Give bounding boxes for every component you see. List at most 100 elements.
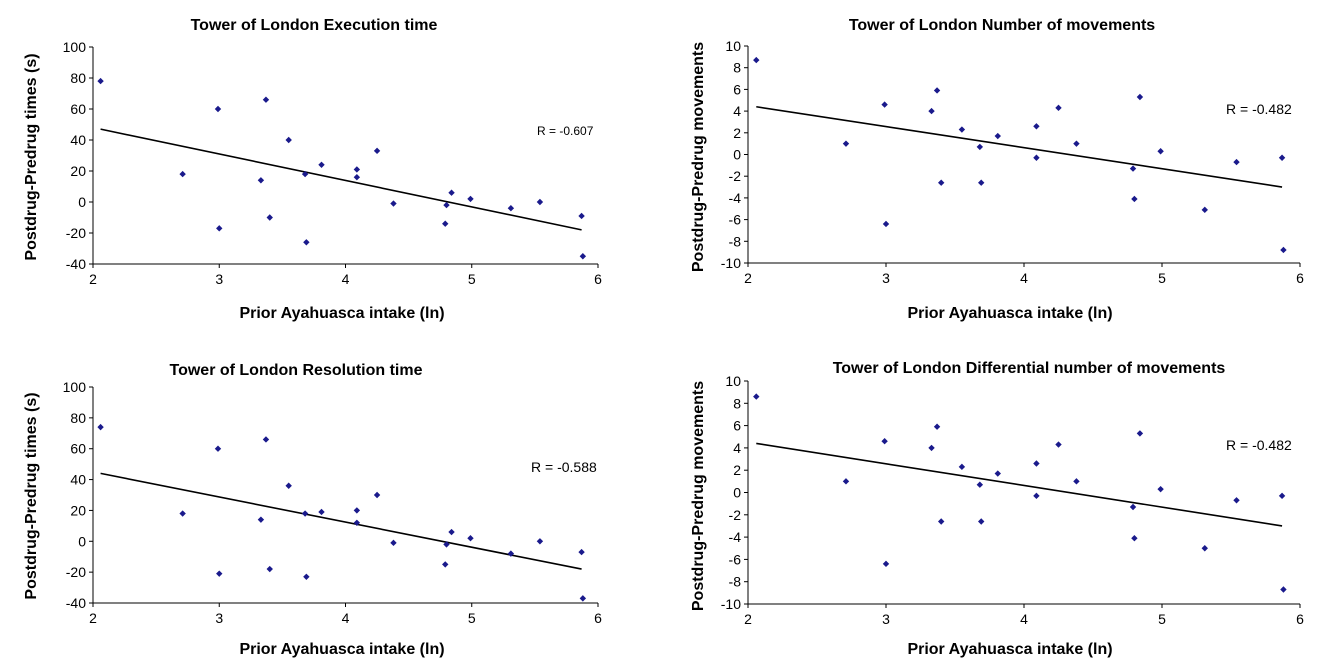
y-tick-label: 40 — [70, 132, 86, 148]
y-tick-label: 80 — [70, 70, 86, 86]
data-point — [467, 195, 474, 203]
y-tick-label: 0 — [78, 194, 86, 210]
panel-number-of-movements: Tower of London Number of movements Post… — [690, 17, 1304, 322]
data-point — [373, 491, 381, 499]
data-point — [303, 573, 310, 580]
data-point — [467, 535, 474, 542]
correlation-label: R = -0.482 — [1226, 101, 1292, 117]
x-tick-label: 5 — [1158, 270, 1166, 286]
x-tick-label: 4 — [342, 610, 350, 626]
data-point — [882, 560, 890, 568]
x-axis-label: Prior Ayahuasca intake (ln) — [907, 641, 1112, 658]
x-tick-label: 3 — [882, 611, 890, 627]
data-point — [318, 161, 325, 168]
data-point — [1278, 154, 1286, 161]
data-point — [97, 423, 104, 431]
x-tick-label: 6 — [1296, 611, 1304, 627]
data-point — [753, 393, 760, 400]
data-point — [1233, 497, 1240, 504]
data-point — [214, 105, 222, 113]
data-point — [353, 507, 361, 514]
y-tick-label: 4 — [733, 103, 741, 119]
data-point — [443, 541, 450, 548]
y-tick-label: 40 — [70, 472, 86, 488]
y-tick-label: 4 — [733, 440, 741, 456]
x-tick-label: 6 — [594, 610, 602, 626]
y-tick-label: -4 — [729, 190, 742, 206]
y-axis-label: Postdrug-Predrug times (s) — [23, 53, 40, 260]
x-tick-label: 6 — [594, 271, 602, 287]
y-tick-label: 10 — [725, 38, 741, 54]
y-tick-label: -40 — [66, 256, 86, 272]
y-tick-label: -8 — [729, 233, 742, 249]
data-point — [753, 56, 760, 64]
data-point — [1201, 206, 1208, 214]
data-point — [958, 126, 966, 133]
data-point — [448, 528, 455, 536]
data-point — [1073, 478, 1080, 485]
y-axis-label: Postdrug-Predrug movements — [690, 381, 707, 611]
data-point — [578, 548, 585, 556]
data-point — [1136, 93, 1144, 101]
x-tick-label: 3 — [882, 270, 890, 286]
data-point — [1129, 503, 1137, 511]
x-tick-label: 3 — [215, 271, 223, 287]
data-point — [1157, 485, 1164, 493]
x-tick-label: 2 — [744, 270, 752, 286]
x-axis-label: Prior Ayahuasca intake (ln) — [239, 305, 444, 322]
y-tick-label: 20 — [70, 163, 86, 179]
chart-title: Tower of London Number of movements — [849, 17, 1155, 34]
y-tick-label: -6 — [729, 551, 742, 567]
data-point — [1136, 430, 1144, 437]
data-point — [216, 225, 223, 232]
data-point — [882, 220, 890, 228]
data-point — [285, 136, 292, 144]
y-tick-label: 0 — [733, 485, 741, 501]
data-point — [266, 565, 273, 573]
data-point — [928, 107, 935, 115]
data-point — [579, 253, 587, 260]
data-point — [390, 200, 397, 207]
y-tick-label: -20 — [66, 225, 86, 241]
x-tick-label: 2 — [89, 271, 97, 287]
data-point — [978, 518, 985, 525]
data-point — [976, 481, 984, 488]
x-tick-label: 5 — [468, 271, 476, 287]
y-tick-label: -8 — [729, 574, 742, 590]
y-tick-label: 2 — [733, 462, 741, 478]
x-tick-label: 2 — [89, 610, 97, 626]
data-point — [578, 212, 585, 220]
data-point — [1233, 158, 1240, 166]
x-axis-label: Prior Ayahuasca intake (ln) — [907, 305, 1112, 322]
data-point — [958, 463, 966, 471]
data-point — [1055, 104, 1062, 112]
data-point — [1055, 441, 1062, 448]
data-point — [881, 438, 888, 445]
data-point — [353, 174, 361, 181]
data-point — [1280, 246, 1287, 254]
data-point — [262, 436, 270, 443]
data-point — [976, 143, 984, 151]
data-point — [1131, 535, 1138, 542]
y-tick-label: -10 — [721, 596, 741, 612]
data-point — [507, 550, 515, 557]
x-tick-label: 5 — [468, 610, 476, 626]
data-point — [933, 87, 941, 94]
y-tick-label: -2 — [729, 168, 742, 184]
y-tick-label: 6 — [733, 81, 741, 97]
trend-line — [756, 105, 1283, 188]
data-point — [448, 189, 455, 196]
data-point — [881, 101, 888, 108]
data-point — [1201, 545, 1208, 552]
chart-title: Tower of London Resolution time — [169, 362, 422, 379]
y-tick-label: 6 — [733, 418, 741, 434]
panel-differential-movements: Tower of London Differential number of m… — [690, 360, 1304, 658]
data-point — [1033, 123, 1040, 130]
data-point — [257, 516, 265, 523]
y-tick-label: -2 — [729, 507, 742, 523]
data-point — [994, 132, 1001, 140]
data-point — [97, 77, 104, 85]
panel-resolution-time: Tower of London Resolution time Postdrug… — [23, 362, 602, 658]
data-point — [442, 220, 449, 227]
